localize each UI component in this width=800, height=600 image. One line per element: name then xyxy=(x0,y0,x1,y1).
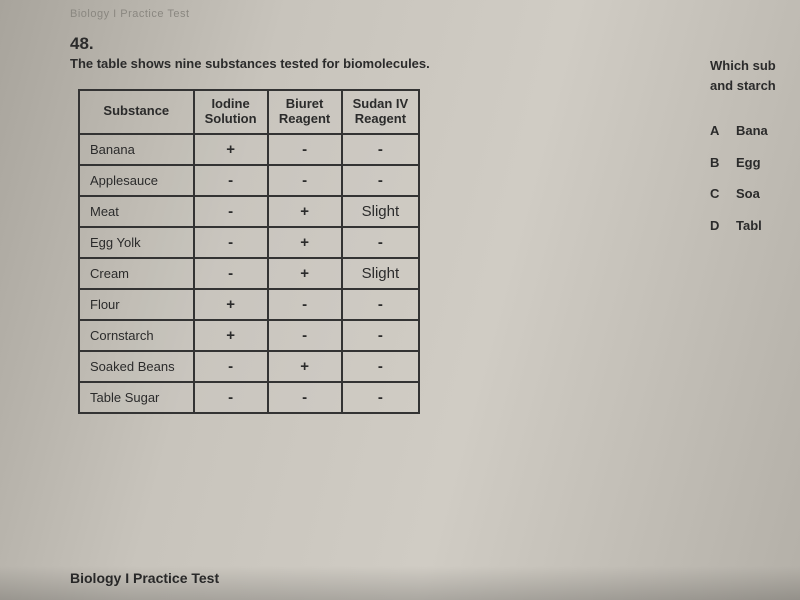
col-sudan-label: Sudan IV Reagent xyxy=(353,96,409,126)
option-letter: C xyxy=(710,184,724,204)
cell-value: + xyxy=(194,134,268,165)
table-row: Meat - + Slight xyxy=(79,196,419,227)
cutoff-line-2: and starch xyxy=(710,78,776,93)
cell-value: - xyxy=(194,382,268,413)
table-row: Cornstarch + - - xyxy=(79,320,419,351)
cell-value: - xyxy=(194,351,268,382)
option-letter: D xyxy=(710,216,724,236)
cell-value: - xyxy=(342,351,420,382)
col-biuret-label: Biuret Reagent xyxy=(279,96,330,126)
cell-substance: Applesauce xyxy=(79,165,194,196)
answer-option: A Bana xyxy=(710,121,800,141)
cell-value: + xyxy=(268,196,342,227)
cell-value: - xyxy=(342,289,420,320)
cell-substance: Soaked Beans xyxy=(79,351,194,382)
cell-value: - xyxy=(194,227,268,258)
cutoff-line-1: Which sub xyxy=(710,58,776,73)
option-letter: B xyxy=(710,153,724,173)
cell-value: - xyxy=(342,134,420,165)
cell-value: + xyxy=(268,351,342,382)
table-row: Applesauce - - - xyxy=(79,165,419,196)
question-prompt: The table shows nine substances tested f… xyxy=(70,56,764,71)
cell-value: + xyxy=(268,227,342,258)
cutoff-question-text: Which sub and starch xyxy=(710,56,800,95)
col-iodine-label: Iodine Solution xyxy=(205,96,257,126)
cell-substance: Flour xyxy=(79,289,194,320)
question-number: 48. xyxy=(70,34,764,54)
cell-substance: Banana xyxy=(79,134,194,165)
answer-option: C Soa xyxy=(710,184,800,204)
table-row: Cream - + Slight xyxy=(79,258,419,289)
option-letter: A xyxy=(710,121,724,141)
cell-substance: Cream xyxy=(79,258,194,289)
cell-value: - xyxy=(342,227,420,258)
table-header-row: Substance Iodine Solution Biuret Reagent… xyxy=(79,90,419,134)
answer-option: D Tabl xyxy=(710,216,800,236)
cell-value: - xyxy=(268,382,342,413)
table-row: Flour + - - xyxy=(79,289,419,320)
col-biuret: Biuret Reagent xyxy=(268,90,342,134)
worksheet-page: Biology I Practice Test 48. The table sh… xyxy=(0,0,800,600)
cell-value: Slight xyxy=(342,258,420,289)
cell-value: - xyxy=(194,165,268,196)
cell-value: - xyxy=(194,258,268,289)
header-faint-text: Biology I Practice Test xyxy=(70,8,190,20)
cell-value: - xyxy=(268,289,342,320)
table-row: Table Sugar - - - xyxy=(79,382,419,413)
cell-value: - xyxy=(268,320,342,351)
table-body: Banana + - - Applesauce - - - Meat - + S… xyxy=(79,134,419,413)
cell-value: - xyxy=(194,196,268,227)
cell-value: - xyxy=(342,382,420,413)
cell-value: + xyxy=(194,289,268,320)
cell-substance: Table Sugar xyxy=(79,382,194,413)
cell-value: + xyxy=(194,320,268,351)
cell-value: - xyxy=(268,165,342,196)
cell-substance: Meat xyxy=(79,196,194,227)
cell-value: + xyxy=(268,258,342,289)
cell-substance: Cornstarch xyxy=(79,320,194,351)
cell-substance: Egg Yolk xyxy=(79,227,194,258)
cell-value: - xyxy=(268,134,342,165)
col-iodine: Iodine Solution xyxy=(194,90,268,134)
col-sudan: Sudan IV Reagent xyxy=(342,90,420,134)
page-footer: Biology I Practice Test xyxy=(70,570,219,586)
table-row: Banana + - - xyxy=(79,134,419,165)
option-text: Soa xyxy=(736,184,760,204)
biomolecule-table: Substance Iodine Solution Biuret Reagent… xyxy=(78,89,420,414)
cell-value: - xyxy=(342,165,420,196)
sheet-area: Biology I Practice Test 48. The table sh… xyxy=(0,0,800,600)
table-row: Soaked Beans - + - xyxy=(79,351,419,382)
option-text: Egg xyxy=(736,153,761,173)
answer-option: B Egg xyxy=(710,153,800,173)
cutoff-question-panel: Which sub and starch A Bana B Egg C Soa … xyxy=(710,56,800,247)
table-row: Egg Yolk - + - xyxy=(79,227,419,258)
col-substance: Substance xyxy=(79,90,194,134)
cell-value: - xyxy=(342,320,420,351)
cell-value: Slight xyxy=(342,196,420,227)
option-text: Tabl xyxy=(736,216,762,236)
option-text: Bana xyxy=(736,121,768,141)
